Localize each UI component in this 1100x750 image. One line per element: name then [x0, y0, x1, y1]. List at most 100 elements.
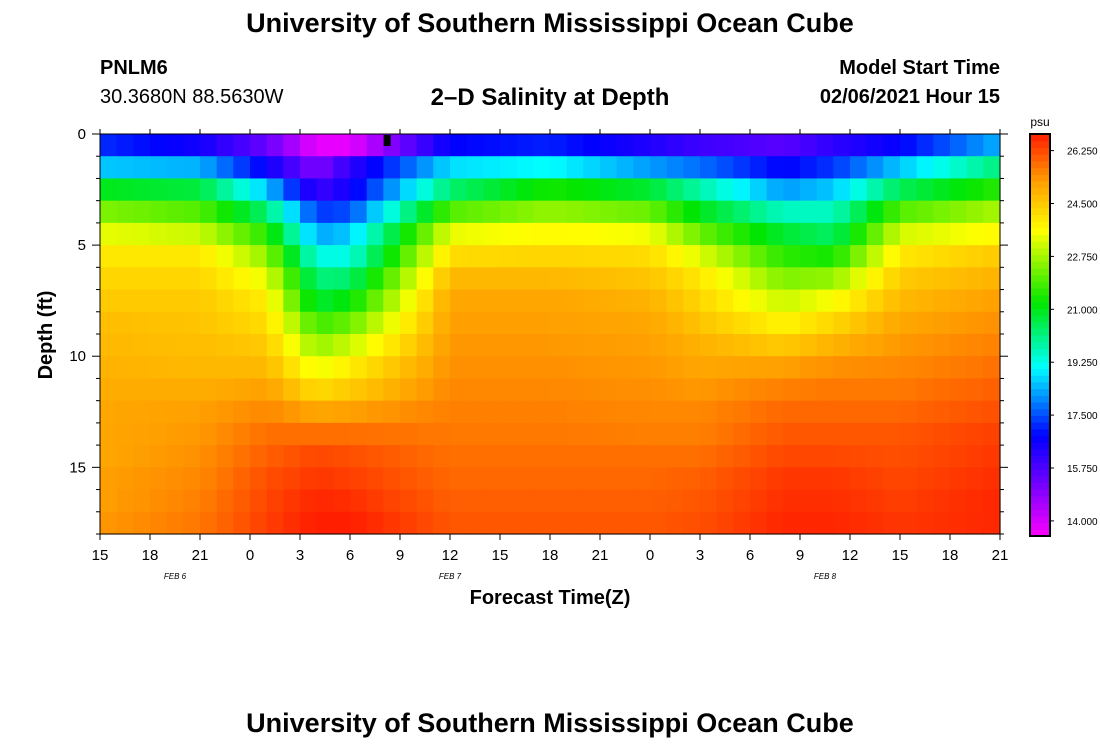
heatmap-cell [600, 400, 618, 424]
heatmap-cell [950, 156, 968, 180]
heatmap-cell [116, 267, 134, 291]
date-label: FEB 8 [814, 572, 837, 581]
y-tick-label: 10 [69, 348, 86, 365]
heatmap-cell [666, 378, 684, 402]
colorbar-segment [1030, 469, 1050, 477]
heatmap-cell [733, 200, 751, 224]
colorbar-segment [1030, 435, 1050, 443]
heatmap-cell [300, 134, 318, 157]
heatmap-cell [716, 311, 734, 335]
heatmap-cell [383, 400, 401, 424]
heatmap-cell [566, 400, 584, 424]
heatmap-cell [466, 200, 484, 224]
heatmap-cell [483, 511, 501, 535]
colorbar-segment [1030, 140, 1050, 148]
heatmap-cell [633, 134, 651, 157]
heatmap-cell [950, 489, 968, 513]
heatmap-cell [866, 245, 884, 268]
heatmap-cell [433, 222, 451, 246]
heatmap-cell [666, 356, 684, 380]
heatmap-cell [216, 311, 234, 335]
heatmap-cell [283, 156, 301, 180]
heatmap-cell [566, 311, 584, 335]
heatmap-cell [166, 267, 184, 291]
colorbar-segment [1030, 207, 1050, 215]
heatmap-cell [266, 356, 284, 380]
heatmap-cell [700, 245, 718, 268]
heatmap-cell [950, 467, 968, 491]
heatmap-cell [966, 200, 984, 224]
heatmap-cell [166, 467, 184, 491]
heatmap-cell [900, 200, 918, 224]
heatmap-cell [950, 200, 968, 224]
heatmap-cell [266, 422, 284, 446]
heatmap-cell [116, 156, 134, 180]
heatmap-cell [750, 511, 768, 535]
heatmap-cell [466, 289, 484, 313]
heatmap-cell [183, 489, 201, 513]
heatmap-cell [400, 334, 418, 357]
heatmap-cell [666, 445, 684, 468]
heatmap-cell [766, 134, 784, 157]
heatmap-cell [983, 267, 1001, 291]
heatmap-cell [466, 467, 484, 491]
heatmap-cell [366, 356, 384, 380]
heatmap-cell [416, 489, 434, 513]
heatmap-cell [550, 467, 568, 491]
heatmap-cell [500, 311, 518, 335]
heatmap-cell [733, 178, 751, 202]
heatmap-cell [666, 334, 684, 357]
heatmap-cell [183, 200, 201, 224]
heatmap-cell [133, 334, 151, 357]
heatmap-cell [483, 222, 501, 246]
heatmap-cell [350, 289, 368, 313]
heatmap-cell [850, 422, 868, 446]
heatmap-cell [366, 378, 384, 402]
heatmap-cell [200, 245, 218, 268]
heatmap-cell [116, 222, 134, 246]
heatmap-cell [450, 134, 468, 157]
heatmap-cell [950, 134, 968, 157]
x-tick-label: 21 [592, 547, 609, 564]
heatmap-cell [966, 289, 984, 313]
heatmap-cell [450, 356, 468, 380]
heatmap-cell [783, 511, 801, 535]
heatmap-cell [516, 511, 534, 535]
heatmap-cell [700, 467, 718, 491]
heatmap-cell [500, 511, 518, 535]
heatmap-cell [883, 311, 901, 335]
heatmap-cell [916, 200, 934, 224]
heatmap-cell [400, 422, 418, 446]
heatmap-cell [666, 156, 684, 180]
heatmap-cell [933, 422, 951, 446]
heatmap-cell [966, 156, 984, 180]
heatmap-cell [716, 378, 734, 402]
heatmap-cell [800, 134, 818, 157]
heatmap-cell [216, 445, 234, 468]
heatmap-cell [416, 356, 434, 380]
heatmap-cell [800, 356, 818, 380]
heatmap-cell [266, 178, 284, 202]
heatmap-cell [250, 489, 268, 513]
heatmap-cell [983, 289, 1001, 313]
heatmap-cell [683, 334, 701, 357]
heatmap-cell [650, 200, 668, 224]
colorbar-segment [1030, 227, 1050, 236]
heatmap-cell [416, 400, 434, 424]
heatmap-cell [133, 200, 151, 224]
heatmap-cell [916, 511, 934, 535]
heatmap-cell [516, 334, 534, 357]
heatmap-cell [833, 356, 851, 380]
colorbar-segment [1030, 522, 1050, 530]
heatmap-cell [700, 178, 718, 202]
heatmap-cell [283, 400, 301, 424]
heatmap-cell [483, 289, 501, 313]
heatmap-cell [100, 422, 118, 446]
colorbar-segment [1030, 314, 1050, 323]
heatmap-cell [200, 378, 218, 402]
heatmap-cell [616, 289, 634, 313]
heatmap-cell [616, 267, 634, 291]
heatmap-cell [216, 467, 234, 491]
heatmap-cell [266, 511, 284, 535]
heatmap-cell [900, 289, 918, 313]
